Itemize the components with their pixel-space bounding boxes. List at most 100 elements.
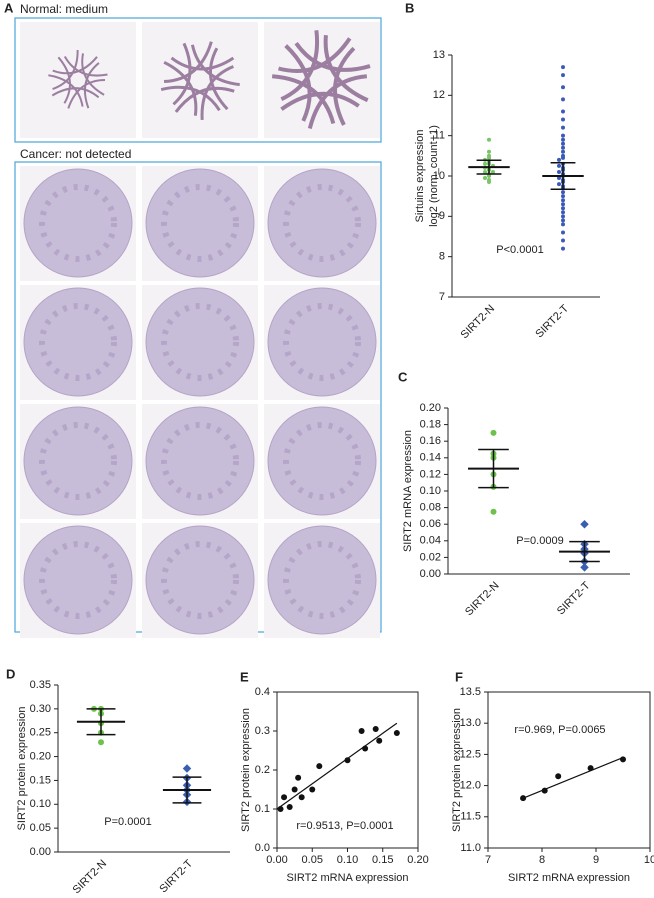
data-point [587,765,594,772]
tissue-core [267,406,377,516]
tissue-core [23,287,133,397]
data-point [555,773,562,780]
data-point [557,182,561,187]
tissue-core [145,406,255,516]
y-tick-label: 0.06 [420,518,441,530]
panel-letter: C [398,369,408,384]
x-tick-label: 9 [593,854,599,866]
data-point [483,169,487,174]
y-axis-label: log2 (norm_count+1) [428,125,440,227]
tissue-core [267,168,377,278]
data-point [487,137,491,142]
x-tick-label: SIRT2-N [463,580,502,619]
y-tick-label: 0.15 [30,774,51,786]
y-tick-label: 11.5 [460,811,481,823]
axis-line [57,685,230,853]
x-tick-label: SIRT2-N [459,303,498,342]
normal-frame [14,17,382,143]
y-tick-label: 0.2 [255,764,270,776]
y-tick-label: 7 [439,291,445,303]
tissue-texture [283,422,361,500]
data-point [491,169,495,174]
x-tick-label: 0.15 [372,854,393,866]
data-point [487,180,491,185]
y-tick-label: 12 [433,89,445,101]
data-point [182,764,192,773]
annotation: r=0.969, P=0.0065 [514,724,605,736]
x-tick-label: SIRT2-T [555,579,593,617]
y-tick-label: 0.20 [420,402,441,414]
data-point [561,210,565,215]
panel-letter: D [6,666,15,681]
data-point [557,169,561,174]
tissue-core [145,287,255,397]
data-point [483,176,487,181]
tissue-core [23,168,133,278]
data-point [561,133,565,138]
annotation: P=0.0001 [104,816,151,828]
y-tick-label: 0.00 [30,846,51,858]
y-tick-label: 13.5 [460,686,481,698]
data-point [490,429,497,436]
data-point [277,806,284,812]
data-point [561,222,565,227]
tissue-texture [161,541,239,619]
error-bar [550,161,576,191]
y-tick-label: 13.0 [460,717,481,729]
data-point [358,728,365,734]
tissue-texture [39,422,117,500]
error-bar [86,708,116,736]
tissue-core [145,168,255,278]
data-point [291,786,298,793]
tissue-texture [283,184,361,262]
y-tick-label: 0.3 [255,725,270,737]
data-point [561,238,565,243]
x-tick-label: 10 [644,854,654,866]
data-point [561,202,565,207]
data-point [561,65,565,70]
normal-tissue [271,30,371,129]
y-tick-label: 0.02 [420,551,441,563]
data-point [490,508,497,515]
panel-letter: A [4,0,14,15]
x-axis-label: SIRT2 mRNA expression [286,872,408,884]
data-point [344,757,351,764]
tissue-texture [283,541,361,619]
data-point [286,804,293,811]
x-axis-label: SIRT2 mRNA expression [508,872,630,884]
data-point [561,109,565,114]
fit-line [520,756,624,800]
x-tick-label: 0.10 [337,854,358,866]
data-point [541,787,548,794]
y-tick-label: 9 [439,210,445,222]
y-tick-label: 0.25 [30,727,51,739]
y-tick-label: 12.0 [460,780,481,792]
panel-letter: F [455,669,463,684]
data-point [561,206,565,211]
error-bar [476,159,502,175]
tissue-texture [161,303,239,381]
annotation: P<0.0001 [496,244,543,256]
y-tick-label: 0.4 [255,686,270,698]
y-tick-label: 0.08 [420,502,441,514]
tissue-panel [14,17,382,638]
annotation: r=0.9513, P=0.0001 [296,820,393,832]
x-tick-label: SIRT2-T [157,857,195,895]
tissue-texture [39,541,117,619]
x-tick-label: SIRT2-T [533,302,571,340]
data-point [561,97,565,102]
data-point [362,745,369,752]
data-point [376,737,383,744]
data-point [561,218,565,223]
data-point [295,774,302,781]
normal-title: Normal: medium [20,2,108,16]
data-point [557,157,561,162]
data-point [561,230,565,235]
data-point [561,117,565,122]
y-tick-label: 10 [433,170,445,182]
data-point [561,85,565,90]
y-axis-label: SIRT2 protein expression [16,707,28,831]
data-point [298,794,305,801]
y-axis-label: SIRT2 protein expression [240,708,252,832]
data-point [561,190,565,195]
